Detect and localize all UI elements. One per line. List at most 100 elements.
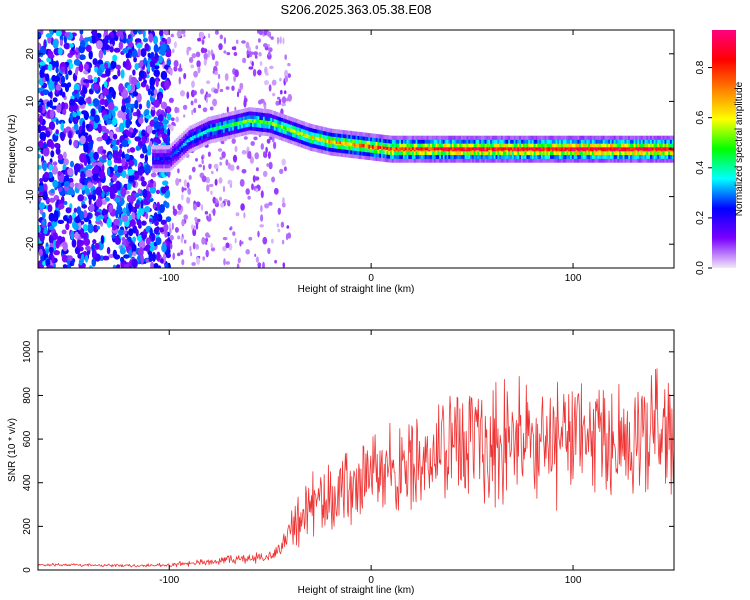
heatmap-cell [635, 150, 638, 156]
heatmap-cell [557, 135, 560, 140]
heatmap-cell [491, 139, 495, 144]
heatmap-cell [171, 222, 174, 231]
heatmap-cell [87, 74, 93, 80]
heatmap-cell [239, 239, 242, 247]
heatmap-cell [69, 99, 76, 106]
heatmap-cell [350, 142, 353, 146]
heatmap-cell [42, 191, 48, 201]
heatmap-cell [368, 152, 371, 157]
heatmap-cell [196, 218, 201, 223]
heatmap-cell [571, 143, 574, 148]
heatmap-cell [214, 178, 218, 186]
heatmap-cell [433, 158, 436, 163]
heatmap-cell [293, 137, 296, 142]
heatmap-cell [582, 147, 585, 151]
heatmap-cell [326, 139, 329, 143]
heatmap-cell [197, 121, 200, 127]
heatmap-cell [424, 154, 427, 159]
heatmap-cell [584, 135, 587, 140]
heatmap-cell [475, 150, 478, 156]
heatmap-cell [533, 135, 536, 140]
heatmap-cell [302, 129, 306, 134]
heatmap-cell [568, 135, 571, 140]
heatmap-cell [319, 137, 322, 141]
heatmap-cell [50, 188, 55, 194]
heatmap-cell [236, 263, 240, 268]
heatmap-cell [173, 151, 177, 155]
heatmap-cell [566, 147, 569, 151]
heatmap-cell [521, 154, 524, 159]
heatmap-cell [126, 211, 131, 217]
figure-title: S206.2025.363.05.38.E08 [280, 2, 431, 17]
heatmap-cell [103, 44, 111, 51]
heatmap-cell [172, 164, 175, 169]
heatmap-cell [161, 164, 164, 169]
heatmap-cell [341, 129, 344, 135]
heatmap-cell [155, 237, 162, 245]
heatmap-cell [213, 123, 217, 128]
heatmap-cell [600, 143, 604, 148]
heatmap-cell [200, 47, 205, 54]
heatmap-cell [183, 214, 188, 220]
heatmap-cell [435, 143, 438, 148]
heatmap-cell [129, 147, 136, 153]
heatmap-cell [422, 139, 425, 144]
heatmap-cell [417, 139, 420, 144]
heatmap-cell [441, 139, 444, 144]
heatmap-cell [470, 135, 473, 140]
heatmap-cell [51, 255, 55, 264]
heatmap-cell [413, 135, 416, 140]
heatmap-cell [166, 149, 169, 154]
heatmap-cell [272, 110, 275, 115]
heatmap-cell [193, 70, 199, 78]
heatmap-cell [366, 155, 369, 160]
heatmap-cell [219, 117, 222, 123]
heatmap-cell [486, 147, 489, 151]
heatmap-cell [234, 69, 239, 78]
heatmap-cell [615, 147, 618, 151]
heatmap-cell [397, 147, 400, 151]
heatmap-cell [541, 143, 544, 148]
heatmap-cell [388, 147, 391, 151]
heatmap-cell [186, 182, 190, 189]
heatmap-cell [659, 150, 662, 156]
heatmap-cell [364, 147, 367, 153]
heatmap-cell [146, 124, 153, 134]
heatmap-cell [223, 50, 227, 54]
heatmap-cell [575, 158, 578, 163]
heatmap-cell [644, 143, 647, 148]
heatmap-cell [517, 139, 520, 144]
heatmap-cell [559, 154, 562, 159]
heatmap-cell [419, 150, 422, 156]
heatmap-cell [406, 143, 409, 148]
heatmap-cell [642, 147, 645, 151]
heatmap-cell [267, 247, 271, 255]
heatmap-cell [524, 135, 527, 140]
heatmap-cell [250, 114, 253, 120]
heatmap-cell [195, 51, 201, 58]
heatmap-cell [557, 143, 560, 148]
heatmap-cell [270, 117, 273, 122]
heatmap-cell [176, 210, 182, 215]
heatmap-cell [508, 158, 511, 163]
heatmap-cell [322, 149, 326, 154]
heatmap-cell [162, 119, 169, 125]
heatmap-cell [546, 135, 549, 140]
heatmap-cell [164, 160, 167, 165]
heatmap-cell [70, 189, 75, 196]
heatmap-cell [235, 129, 238, 134]
heatmap-cell [261, 112, 264, 117]
heatmap-cell [486, 135, 489, 140]
heatmap-cell [131, 258, 138, 268]
heatmap-cell [239, 179, 245, 187]
heatmap-cell [364, 140, 367, 145]
heatmap-cell [48, 92, 52, 97]
heatmap-cell [528, 135, 531, 140]
heatmap-cell [241, 40, 246, 44]
heatmap-cell [562, 139, 565, 144]
heatmap-cell [38, 154, 41, 159]
heatmap-cell [317, 140, 320, 146]
heatmap-cell [153, 89, 158, 95]
heatmap-cell [662, 135, 665, 140]
heatmap-cell [112, 264, 117, 268]
